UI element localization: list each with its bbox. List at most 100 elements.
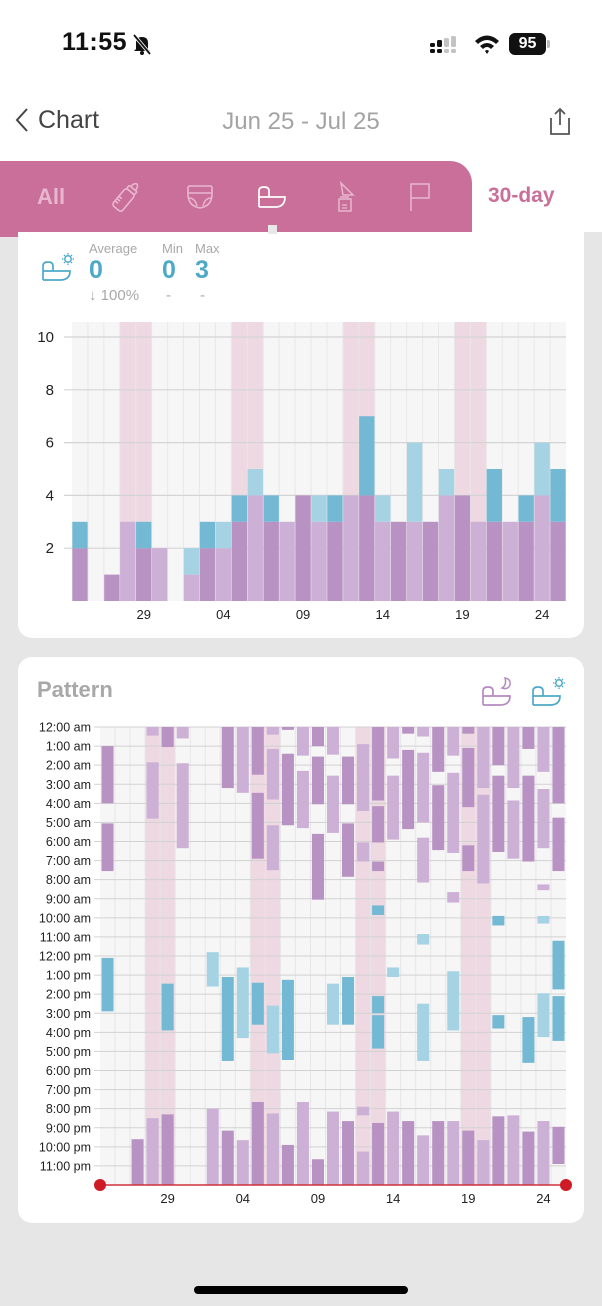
night-sleep-segment [432, 785, 445, 851]
night-sleep-segment [462, 727, 475, 734]
night-bar [327, 521, 343, 601]
silent-bell-icon [132, 33, 152, 56]
night-sleep-segment [417, 1135, 430, 1185]
tab-sleep[interactable] [250, 161, 294, 233]
x-tick-label: 19 [455, 607, 469, 622]
night-sleep-segment [266, 727, 279, 735]
hour-label: 3:00 am [46, 778, 91, 792]
bassinet-icon [258, 186, 286, 208]
day-sleep-segment [251, 982, 264, 1025]
x-tick-label: 29 [136, 607, 150, 622]
max-label: Max [195, 241, 220, 256]
night-sleep-segment [507, 727, 520, 789]
day-bar [375, 495, 391, 522]
share-icon[interactable] [546, 106, 574, 136]
night-bar [534, 495, 550, 601]
y-tick-label: 2 [46, 540, 54, 557]
y-tick-label: 10 [37, 329, 54, 346]
hour-label: 3:00 pm [46, 1007, 91, 1021]
night-sleep-segment [357, 1106, 370, 1116]
night-sleep-segment [477, 1140, 490, 1185]
night-sleep-segment [296, 770, 309, 829]
day-sleep-segment [537, 915, 550, 924]
night-sleep-segment [146, 727, 159, 736]
night-bar [263, 521, 279, 601]
min-label: Min [162, 241, 183, 256]
x-tick-label: 09 [296, 607, 310, 622]
status-time: 11:55 [62, 28, 128, 56]
bottle-icon [112, 182, 139, 212]
night-sleep-icon[interactable] [480, 676, 516, 708]
night-sleep-segment [342, 756, 355, 805]
hour-label: 1:00 am [46, 740, 91, 754]
night-sleep-segment [296, 727, 309, 756]
night-sleep-segment [537, 1121, 550, 1185]
period-selector[interactable]: 30-day [488, 184, 555, 207]
day-sleep-segment [206, 952, 219, 987]
x-tick-label: 04 [236, 1191, 250, 1206]
night-sleep-segment [372, 1122, 385, 1185]
day-sleep-segment [522, 1017, 535, 1063]
date-range: Jun 25 - Jul 25 [222, 108, 380, 135]
hour-label: 11:00 pm [40, 1159, 91, 1173]
day-bar [136, 521, 152, 549]
max-value: 3 [195, 256, 209, 284]
night-sleep-segment [131, 1139, 144, 1185]
day-bar [518, 495, 534, 522]
tab-milestones[interactable] [398, 161, 442, 233]
night-sleep-segment [326, 1111, 340, 1185]
night-sleep-segment [357, 744, 370, 811]
hour-label: 8:00 am [46, 873, 91, 887]
night-sleep-segment [462, 845, 475, 872]
night-sleep-segment [492, 775, 505, 852]
back-button[interactable]: Chart [14, 104, 99, 136]
night-sleep-segment [477, 727, 490, 789]
battery-nub [547, 40, 550, 48]
hour-label: 1:00 pm [46, 969, 91, 983]
y-tick-label: 6 [46, 435, 54, 452]
day-sleep-segment [372, 905, 385, 915]
night-bar [295, 495, 311, 601]
x-tick-label: 14 [376, 607, 390, 622]
tab-diaper[interactable] [178, 161, 222, 233]
night-bar [391, 521, 407, 601]
day-bar [534, 442, 550, 496]
night-sleep-segment [372, 727, 385, 801]
night-sleep-segment [266, 825, 279, 871]
day-bar [231, 495, 247, 522]
night-sleep-segment [432, 727, 445, 772]
x-tick-label: 24 [535, 607, 549, 622]
range-start-handle [94, 1179, 106, 1191]
x-tick-label: 09 [311, 1191, 325, 1206]
hour-label: 8:00 pm [46, 1102, 91, 1116]
night-bar [486, 521, 502, 601]
night-sleep-segment [522, 1131, 535, 1185]
average-value: 0 [89, 256, 103, 284]
x-tick-label: 14 [386, 1191, 400, 1206]
night-sleep-segment [447, 1121, 460, 1185]
day-sleep-legend-icon[interactable] [530, 676, 568, 708]
night-sleep-segment [432, 1121, 445, 1185]
tab-pump[interactable] [324, 161, 368, 233]
day-bar [406, 442, 423, 522]
night-bar [406, 521, 423, 601]
day-bar [486, 469, 502, 522]
day-sleep-segment [492, 1015, 505, 1029]
battery-level: 95 [509, 33, 546, 55]
sleep-pattern-chart: 12:00 am 1:00 am 2:00 am 3:00 am 4:00 am 5:00… [39, 721, 572, 1206]
tab-all[interactable]: All [36, 184, 66, 209]
day-sleep-segment [492, 915, 505, 926]
hour-label: 4:00 pm [46, 1026, 91, 1040]
night-bar [454, 495, 471, 601]
tab-feeding[interactable] [104, 161, 148, 233]
night-bar [279, 521, 295, 601]
home-indicator[interactable] [194, 1286, 408, 1294]
hour-label: 12:00 am [39, 721, 91, 735]
night-sleep-segment [462, 747, 475, 808]
night-sleep-segment [492, 1116, 505, 1185]
night-bar [104, 574, 120, 601]
night-sleep-segment [161, 727, 174, 748]
hour-label: 5:00 am [46, 816, 91, 830]
night-sleep-segment [221, 1130, 234, 1185]
